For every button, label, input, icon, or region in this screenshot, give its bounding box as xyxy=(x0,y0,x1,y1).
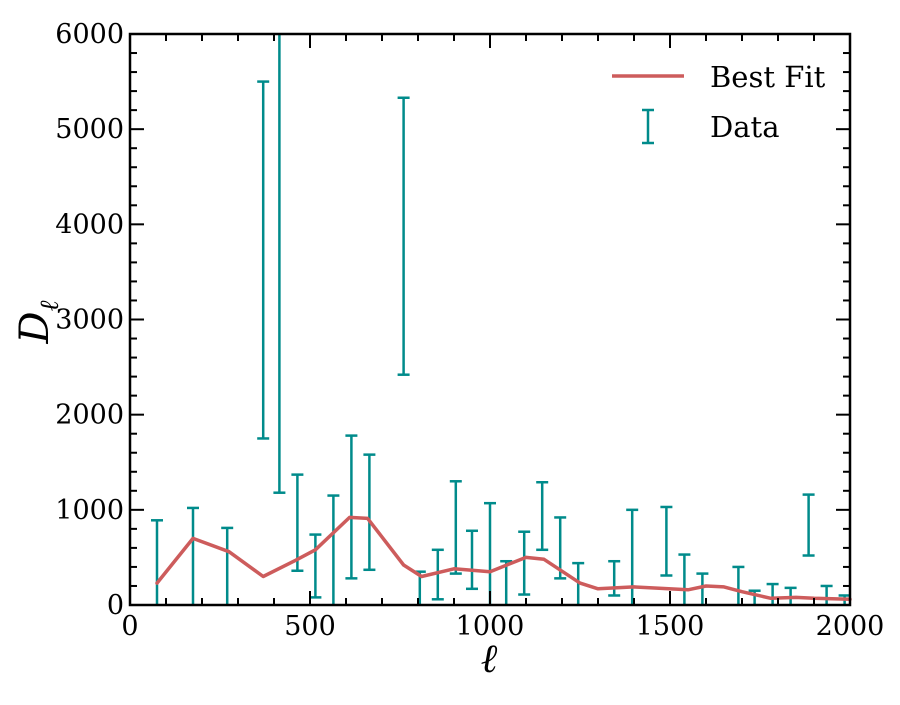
data-errorbar xyxy=(257,80,270,440)
y-tick-label: 4000 xyxy=(55,209,124,240)
legend-data-swatch xyxy=(642,108,654,145)
y-tick-label: 6000 xyxy=(55,19,124,50)
best-fit-line xyxy=(155,515,852,602)
y-axis-title: Dℓ xyxy=(12,300,65,344)
best-fit-line-group xyxy=(155,515,852,602)
x-tick-label: 1000 xyxy=(456,611,525,642)
y-tick-label: 2000 xyxy=(55,400,124,431)
data-errorbar xyxy=(345,434,358,580)
data-errorbar xyxy=(626,508,639,605)
data-errorbar xyxy=(766,582,779,605)
data-errorbar xyxy=(327,494,340,605)
x-axis-title: ℓ xyxy=(481,636,498,682)
x-tick-label: 2000 xyxy=(816,611,885,642)
data-errorbar xyxy=(466,529,478,591)
legend: Best Fit Data xyxy=(612,60,826,145)
legend-data-label: Data xyxy=(710,110,779,144)
data-errorbar xyxy=(696,572,709,605)
data-errorbar xyxy=(484,501,496,605)
data-errorbar xyxy=(273,34,286,494)
y-tick-label: 1000 xyxy=(55,495,124,526)
data-errorbar xyxy=(572,561,585,605)
data-errorbar xyxy=(536,480,549,552)
x-tick-label: 1500 xyxy=(636,611,705,642)
data-errorbar xyxy=(187,506,199,605)
data-errorbar xyxy=(608,559,621,597)
data-errorbars xyxy=(151,34,851,605)
x-tick-label: 0 xyxy=(121,611,138,642)
x-tick-label: 500 xyxy=(284,611,336,642)
y-tick-label: 3000 xyxy=(55,305,124,336)
data-errorbar xyxy=(732,565,745,605)
data-errorbar xyxy=(518,530,531,596)
y-axis-title-main: D xyxy=(12,311,58,344)
data-errorbar xyxy=(500,559,513,605)
data-errorbar xyxy=(678,553,691,605)
data-errorbar xyxy=(309,533,322,599)
legend-best-fit-label: Best Fit xyxy=(710,60,826,94)
data-errorbar xyxy=(820,584,833,605)
data-errorbar xyxy=(802,493,815,557)
y-axis-title-sub: ℓ xyxy=(35,300,65,311)
data-errorbar xyxy=(660,505,673,577)
data-errorbar xyxy=(291,473,304,572)
data-errorbar xyxy=(449,480,462,575)
data-errorbar xyxy=(151,519,163,605)
tick-labels: 0 500 1000 1500 2000 0 1000 2000 3000 4000 5000 600… xyxy=(55,19,884,642)
data-errorbar xyxy=(397,96,410,376)
y-tick-label: 0 xyxy=(107,590,124,621)
svg-text:Dℓ: Dℓ xyxy=(12,300,65,344)
axis-ticks xyxy=(129,33,851,606)
data-errorbar xyxy=(221,526,234,605)
data-errorbar xyxy=(363,453,376,572)
y-tick-label: 5000 xyxy=(55,114,124,145)
data-errorbar xyxy=(431,548,444,601)
